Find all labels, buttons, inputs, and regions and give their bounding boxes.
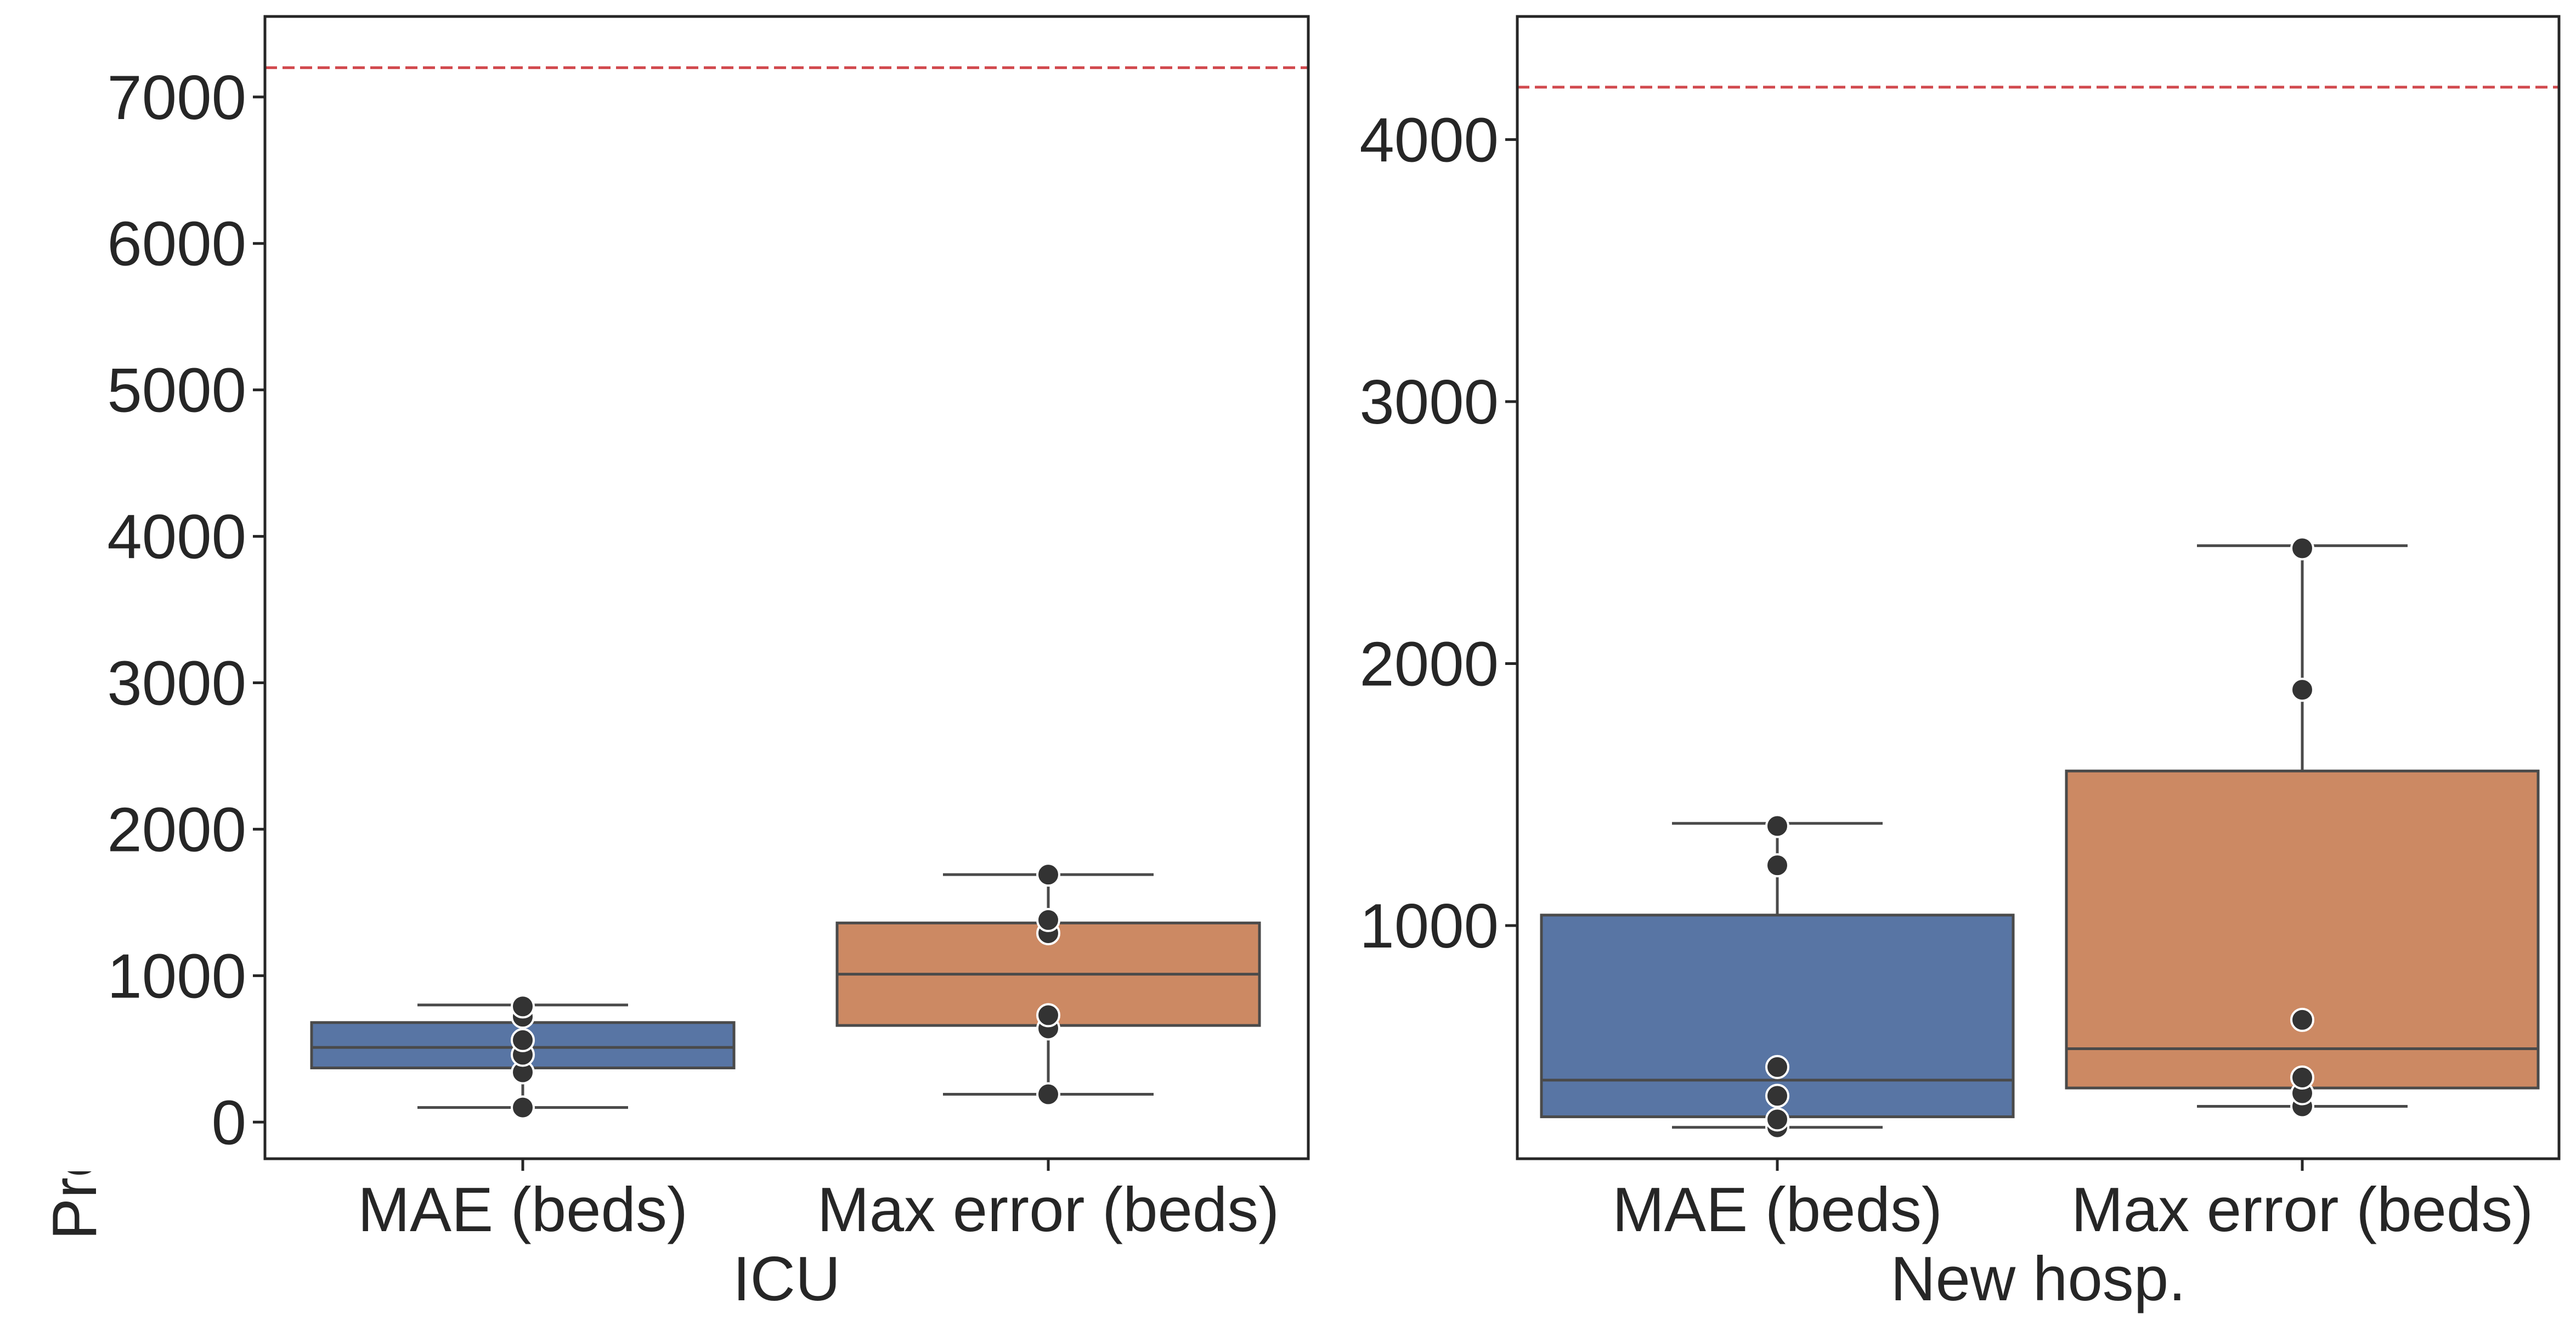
x-tick-label: Max error (beds): [2071, 1175, 2534, 1245]
y-tick-label: 1000: [1359, 892, 1499, 961]
x-tick-label: MAE (beds): [1612, 1175, 1942, 1245]
y-tick-label: 2000: [1359, 629, 1499, 699]
y-tick-label: 0: [212, 1088, 246, 1158]
data-point: [1036, 1082, 1060, 1107]
y-tick-label: 4000: [107, 503, 246, 572]
data-point: [1765, 1107, 1789, 1132]
data-point: [1765, 1084, 1789, 1108]
data-point: [1036, 907, 1060, 932]
data-point: [511, 1028, 535, 1052]
data-point: [2290, 1065, 2314, 1090]
plot-frame: [263, 15, 1310, 1160]
data-point: [2290, 1007, 2314, 1032]
data-point: [1036, 862, 1060, 887]
data-point: [511, 994, 535, 1019]
data-point: [1765, 853, 1789, 878]
box-iqr: [2065, 769, 2540, 1090]
x-tick-label: Max error (beds): [817, 1175, 1280, 1245]
data-point: [2290, 678, 2314, 702]
x-tick-label: MAE (beds): [358, 1175, 688, 1245]
plot-frame: [1516, 15, 2561, 1160]
data-point: [2290, 536, 2314, 561]
y-tick-label: 1000: [107, 941, 246, 1011]
y-tick-label: 5000: [107, 356, 246, 426]
data-point: [1036, 1003, 1060, 1028]
y-tick-label: 7000: [107, 63, 246, 133]
data-point: [1765, 1054, 1789, 1079]
y-axis-title: Prediction error (number of occupied bed…: [40, 51, 110, 1240]
box-iqr: [1540, 913, 2015, 1119]
data-point: [1765, 814, 1789, 838]
y-tick-label: 3000: [107, 649, 246, 719]
x-axis-title: New hosp.: [1890, 1244, 2186, 1314]
x-axis-title: ICU: [733, 1244, 840, 1314]
y-tick-label: 3000: [1359, 368, 1499, 437]
y-tick-label: 6000: [107, 210, 246, 279]
data-point: [511, 1095, 535, 1120]
y-tick-label: 4000: [1359, 105, 1499, 175]
y-tick-label: 2000: [107, 795, 246, 865]
